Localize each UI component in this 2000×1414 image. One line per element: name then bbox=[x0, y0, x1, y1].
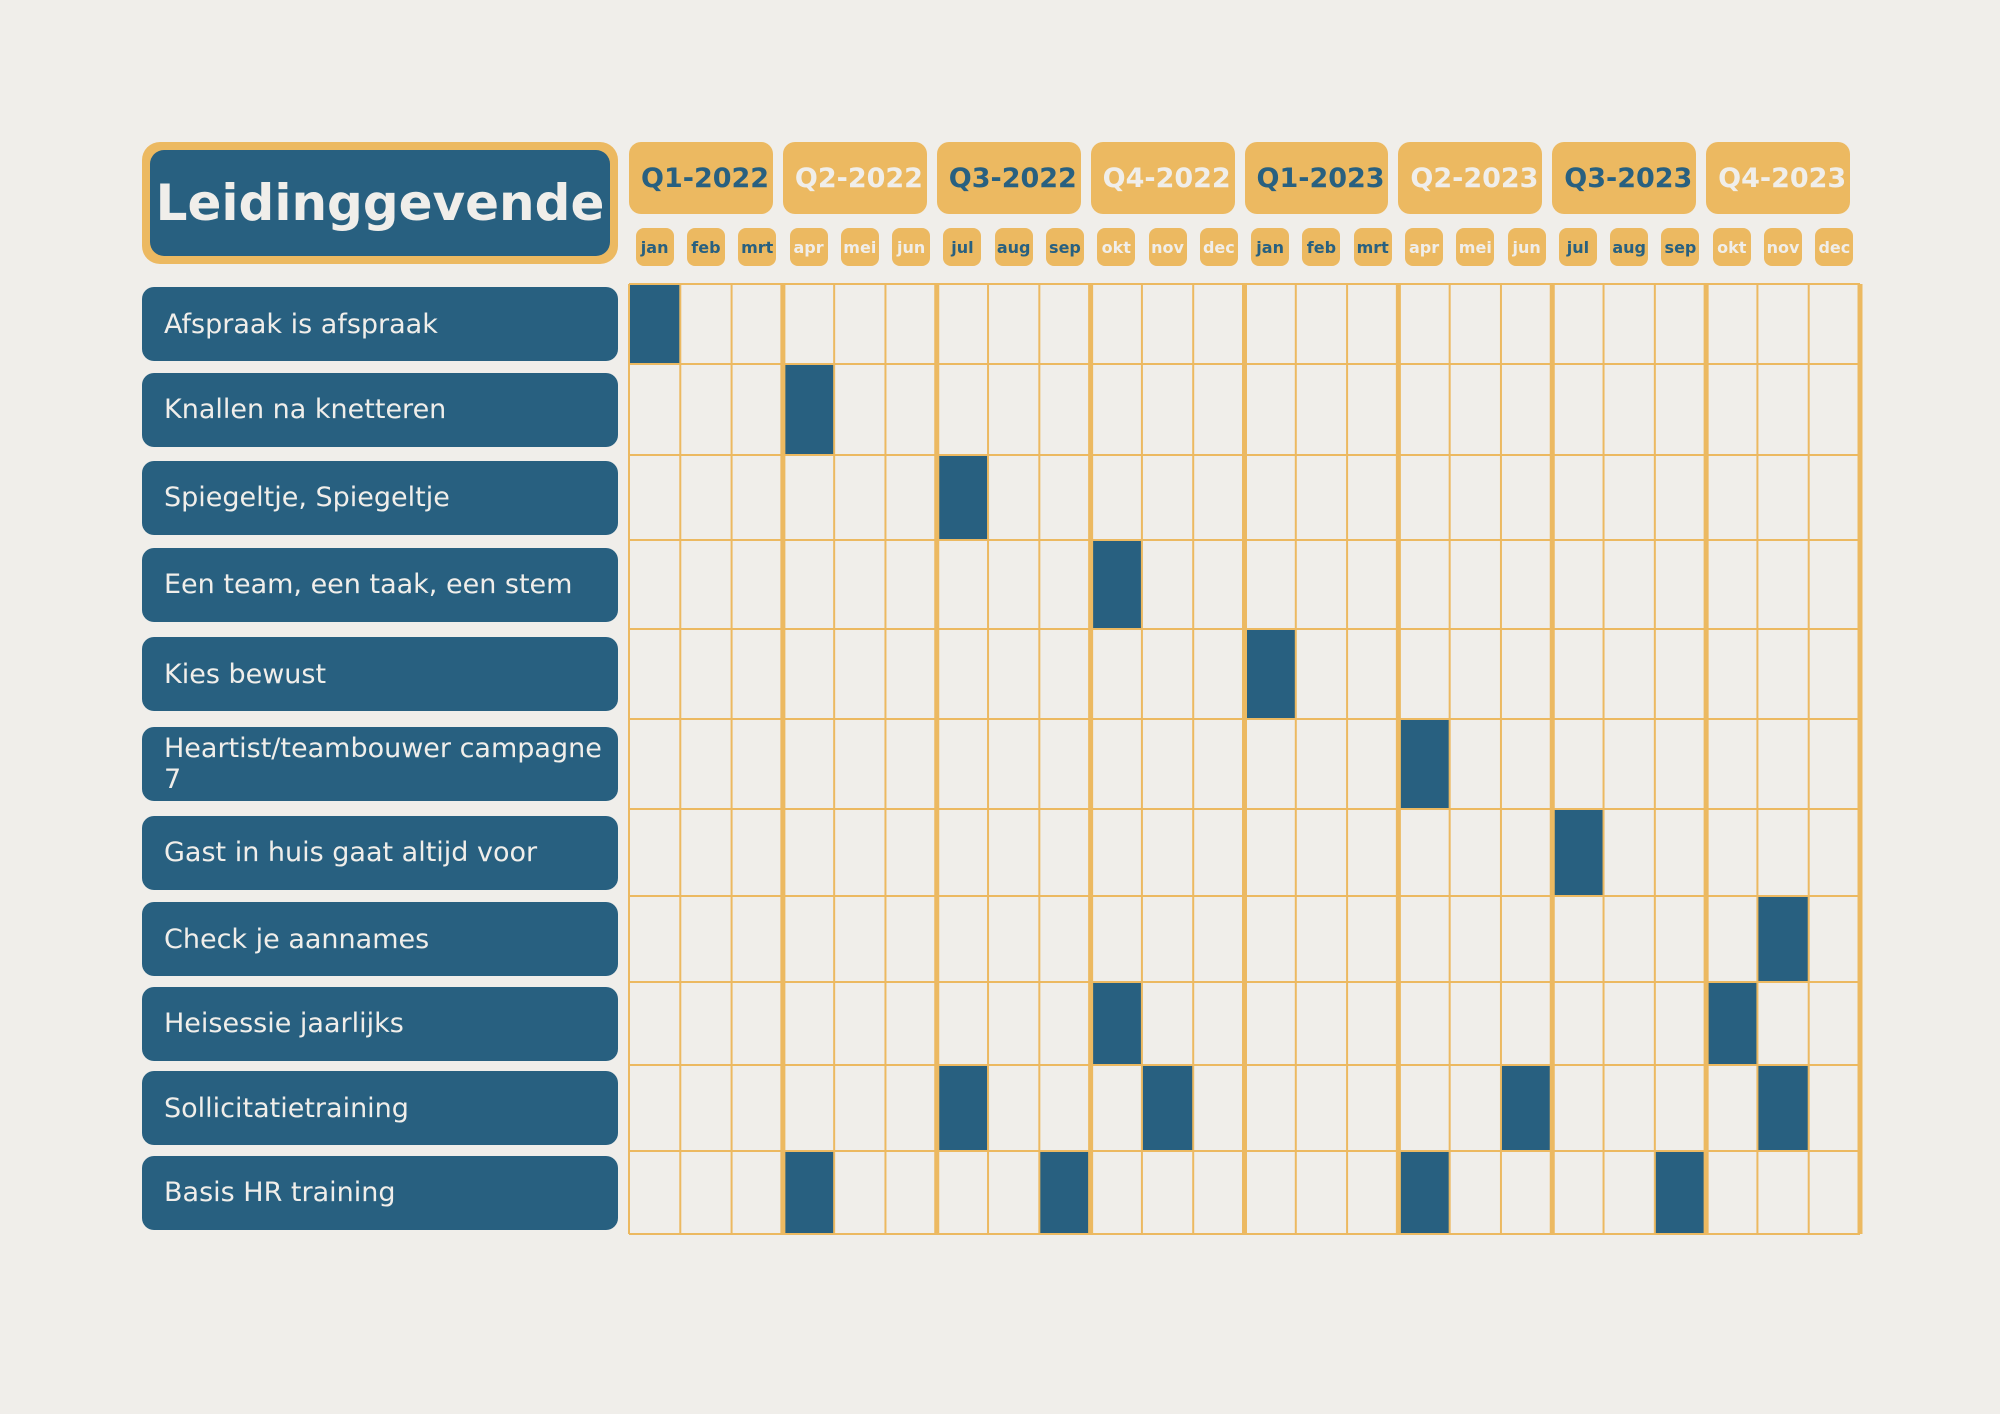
month-label: aug bbox=[1610, 228, 1649, 266]
task-label: Basis HR training bbox=[142, 1155, 618, 1230]
month-label: dec bbox=[1815, 228, 1854, 266]
month-label: mrt bbox=[738, 228, 777, 266]
quarter-label: Q1-2022 bbox=[629, 142, 773, 214]
task-cell-filled bbox=[1141, 1065, 1194, 1151]
task-cell-filled bbox=[1398, 719, 1450, 809]
month-label: jan bbox=[635, 228, 674, 266]
quarter-label: Q2-2022 bbox=[782, 142, 927, 214]
task-cell-filled bbox=[1757, 896, 1809, 982]
month-label: mei bbox=[840, 228, 879, 266]
task-cell-filled bbox=[1090, 982, 1142, 1065]
month-label: aug bbox=[994, 228, 1033, 266]
month-label: jun bbox=[1507, 228, 1546, 266]
task-cell-filled bbox=[1706, 982, 1758, 1065]
month-label: okt bbox=[1712, 228, 1751, 266]
task-label: Afspraak is afspraak bbox=[142, 287, 618, 361]
task-label: Check je aannames bbox=[142, 902, 618, 976]
month-label: jun bbox=[892, 228, 931, 266]
task-cell-filled bbox=[1500, 1065, 1553, 1151]
task-cell-filled bbox=[782, 364, 835, 455]
task-label: Heartist/teambouwer campagne 7 bbox=[142, 727, 618, 801]
task-label: Een team, een taak, een stem bbox=[142, 547, 618, 622]
month-label: sep bbox=[1045, 228, 1084, 266]
task-cell-filled bbox=[1090, 540, 1142, 629]
quarter-label: Q1-2023 bbox=[1244, 142, 1389, 214]
task-label: Sollicitatietraining bbox=[142, 1071, 618, 1145]
quarter-label: Q4-2023 bbox=[1706, 142, 1850, 214]
quarter-label: Q2-2023 bbox=[1398, 142, 1543, 214]
task-label: Knallen na knetteren bbox=[142, 372, 618, 447]
task-cell-filled bbox=[629, 284, 681, 364]
task-label: Heisessie jaarlijks bbox=[142, 986, 618, 1061]
task-label: Gast in huis gaat altijd voor bbox=[142, 815, 618, 890]
task-cell-filled bbox=[1244, 629, 1296, 719]
task-cell-filled bbox=[1654, 1151, 1707, 1234]
task-cell-filled bbox=[936, 1065, 989, 1151]
month-label: jul bbox=[943, 228, 982, 266]
month-label: nov bbox=[1764, 228, 1803, 266]
month-label: apr bbox=[789, 228, 828, 266]
month-label: jan bbox=[1251, 228, 1290, 266]
quarter-label: Q3-2023 bbox=[1552, 142, 1697, 214]
month-label: apr bbox=[1405, 228, 1444, 266]
task-cell-filled bbox=[1398, 1151, 1450, 1234]
month-label: jul bbox=[1558, 228, 1597, 266]
month-label: mei bbox=[1456, 228, 1495, 266]
task-cell-filled bbox=[1757, 1065, 1809, 1151]
task-label: Spiegeltje, Spiegeltje bbox=[142, 460, 618, 535]
month-label: okt bbox=[1097, 228, 1136, 266]
task-cell-filled bbox=[1552, 809, 1604, 896]
page-title: Leidinggevende bbox=[150, 150, 610, 256]
title-frame: Leidinggevende bbox=[142, 142, 618, 264]
month-label: feb bbox=[686, 228, 725, 266]
month-label: feb bbox=[1302, 228, 1341, 266]
month-label: nov bbox=[1148, 228, 1187, 266]
task-cell-filled bbox=[782, 1151, 835, 1234]
task-label: Kies bewust bbox=[142, 637, 618, 711]
task-cell-filled bbox=[1039, 1151, 1091, 1234]
month-label: sep bbox=[1661, 228, 1700, 266]
month-label: mrt bbox=[1353, 228, 1392, 266]
task-cell-filled bbox=[936, 455, 989, 540]
month-label: dec bbox=[1199, 228, 1238, 266]
quarter-label: Q4-2022 bbox=[1090, 142, 1235, 214]
quarter-label: Q3-2022 bbox=[936, 142, 1081, 214]
